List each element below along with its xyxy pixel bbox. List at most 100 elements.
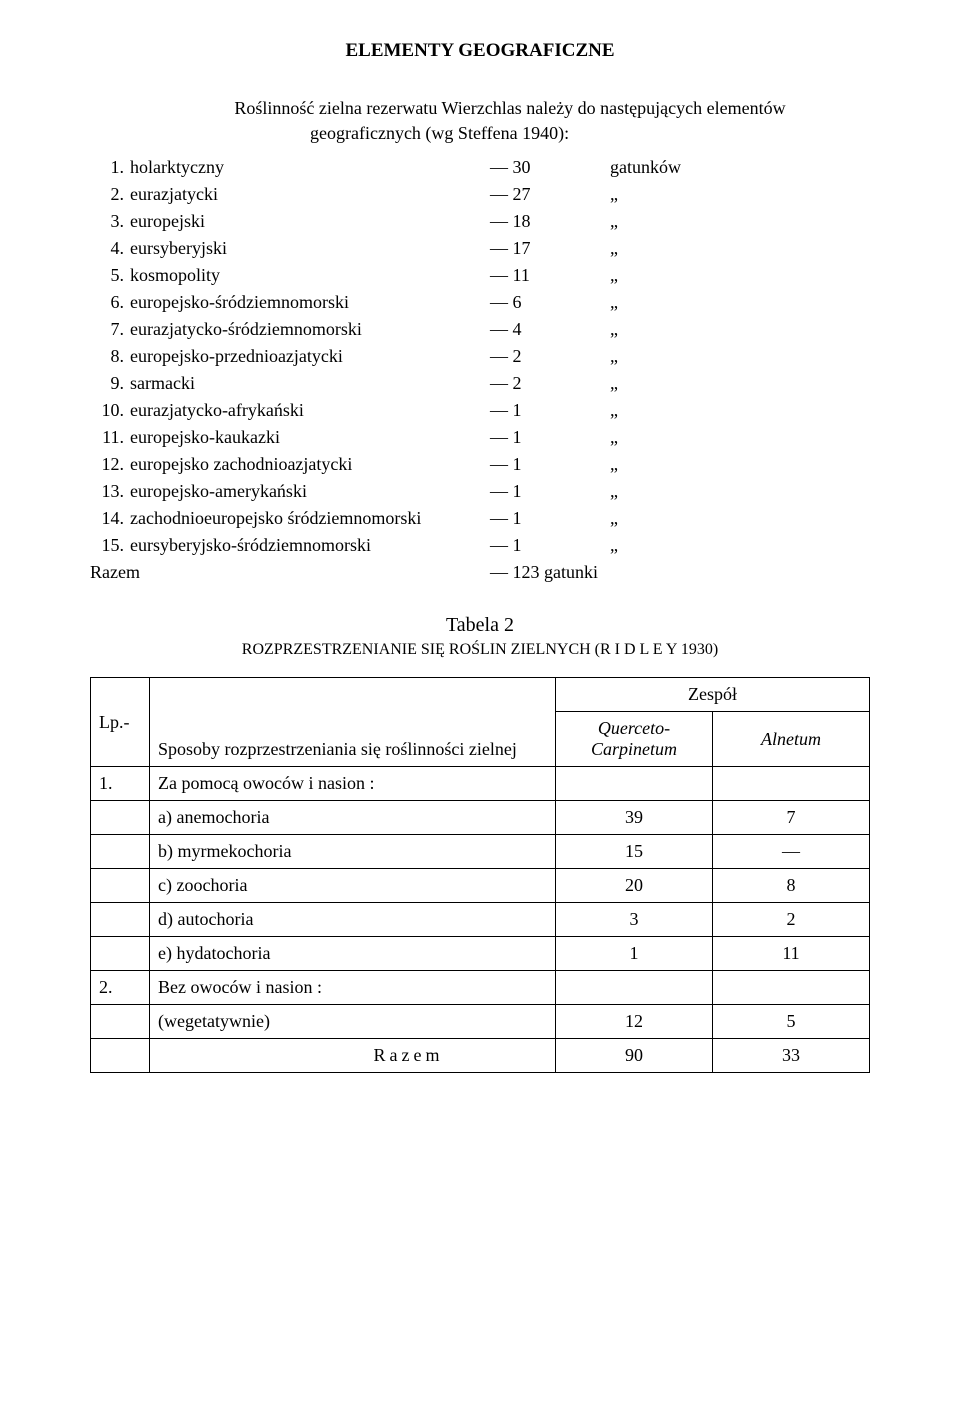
row-al: 2	[713, 903, 870, 937]
item-label: sarmacki	[130, 373, 490, 394]
row-label: a) anemochoria	[150, 801, 556, 835]
list-item: 1. holarktyczny — 30 gatunków	[90, 154, 870, 181]
item-number: 2.	[90, 184, 130, 205]
hdr-alnetum: Alnetum	[713, 712, 870, 767]
list-item: 7. eurazjatycko-śródziemnomorski — 4 „	[90, 316, 870, 343]
document-page: ELEMENTY GEOGRAFICZNE Roślinność zielna …	[0, 0, 960, 1133]
item-label: europejski	[130, 211, 490, 232]
item-unit: „	[610, 319, 690, 340]
sec2-sub: (wegetatywnie)	[150, 1005, 556, 1039]
empty-cell	[91, 937, 150, 971]
row-label: e) hydatochoria	[150, 937, 556, 971]
row-al: —	[713, 835, 870, 869]
razem-qc: 90	[556, 1039, 713, 1073]
empty-cell	[91, 835, 150, 869]
empty-cell	[713, 767, 870, 801]
list-item: 3. europejski — 18 „	[90, 208, 870, 235]
item-number: 15.	[90, 535, 130, 556]
razem-al: 33	[713, 1039, 870, 1073]
table-row: a) anemochoria 39 7	[91, 801, 870, 835]
intro-line-2: geograficznych (wg Steffena 1940):	[90, 123, 870, 144]
item-number: 3.	[90, 211, 130, 232]
razem-label: Razem	[90, 562, 490, 583]
item-unit: „	[610, 238, 690, 259]
item-number: 12.	[90, 454, 130, 475]
main-title: ELEMENTY GEOGRAFICZNE	[90, 40, 870, 62]
item-value: — 1	[490, 535, 610, 556]
list-item: 8. europejsko-przednioazjatycki — 2 „	[90, 343, 870, 370]
item-number: 9.	[90, 373, 130, 394]
empty-cell	[91, 1005, 150, 1039]
item-unit: „	[610, 535, 690, 556]
item-label: europejsko-przednioazjatycki	[130, 346, 490, 367]
empty-cell	[556, 767, 713, 801]
list-item: 5. kosmopolity — 11 „	[90, 262, 870, 289]
item-label: europejsko zachodnioazjatycki	[130, 454, 490, 475]
list-item: 11. europejsko-kaukazki — 1 „	[90, 424, 870, 451]
item-value: — 18	[490, 211, 610, 232]
sec2-label: Bez owoców i nasion :	[150, 971, 556, 1005]
table-row: (wegetatywnie) 12 5	[91, 1005, 870, 1039]
row-al: 5	[713, 1005, 870, 1039]
list-item: 14. zachodnioeuropejsko śródziemnomorski…	[90, 505, 870, 532]
list-item: 15. eursyberyjsko-śródziemnomorski — 1 „	[90, 532, 870, 559]
item-value: — 30	[490, 157, 610, 178]
row-al: 7	[713, 801, 870, 835]
item-number: 7.	[90, 319, 130, 340]
item-value: — 17	[490, 238, 610, 259]
item-unit: „	[610, 265, 690, 286]
item-unit: gatunków	[610, 157, 690, 178]
row-al: 8	[713, 869, 870, 903]
item-label: europejsko-amerykański	[130, 481, 490, 502]
list-item: 4. eursyberyjski — 17 „	[90, 235, 870, 262]
list-item: 6. europejsko-śródziemnomorski — 6 „	[90, 289, 870, 316]
row-qc: 12	[556, 1005, 713, 1039]
list-item: 9. sarmacki — 2 „	[90, 370, 870, 397]
empty-cell	[91, 801, 150, 835]
item-number: 8.	[90, 346, 130, 367]
item-value: — 1	[490, 454, 610, 475]
row-qc: 20	[556, 869, 713, 903]
empty-cell	[91, 903, 150, 937]
table2-header-row: Lp.- Sposoby rozprzestrzeniania się rośl…	[91, 678, 870, 712]
table2-subtitle: ROZPRZESTRZENIANIE SIĘ ROŚLIN ZIELNYCH (…	[90, 641, 870, 659]
item-number: 4.	[90, 238, 130, 259]
razem-label: Razem	[150, 1039, 556, 1073]
table2-title: Tabela 2	[90, 614, 870, 637]
table2: Lp.- Sposoby rozprzestrzeniania się rośl…	[90, 677, 870, 1073]
item-unit: „	[610, 400, 690, 421]
item-unit: „	[610, 184, 690, 205]
item-unit: „	[610, 481, 690, 502]
razem-value: — 123 gatunki	[490, 562, 610, 583]
item-label: eursyberyjski	[130, 238, 490, 259]
list-item: 10. eurazjatycko-afrykański — 1 „	[90, 397, 870, 424]
row-label: b) myrmekochoria	[150, 835, 556, 869]
table-row: e) hydatochoria 1 11	[91, 937, 870, 971]
empty-cell	[91, 869, 150, 903]
item-unit: „	[610, 373, 690, 394]
hdr-qc-1: Querceto-	[598, 718, 670, 738]
intro-line-1: Roślinność zielna rezerwatu Wierzchlas n…	[90, 98, 870, 119]
item-number: 10.	[90, 400, 130, 421]
sec2-num: 2.	[91, 971, 150, 1005]
item-unit: „	[610, 508, 690, 529]
item-label: eurazjatycki	[130, 184, 490, 205]
list-item: 12. europejsko zachodnioazjatycki — 1 „	[90, 451, 870, 478]
item-label: eurazjatycko-afrykański	[130, 400, 490, 421]
item-number: 13.	[90, 481, 130, 502]
item-value: — 2	[490, 346, 610, 367]
item-label: zachodnioeuropejsko śródziemnomorski	[130, 508, 490, 529]
item-value: — 2	[490, 373, 610, 394]
item-label: holarktyczny	[130, 157, 490, 178]
table-row: b) myrmekochoria 15 —	[91, 835, 870, 869]
item-label: eurazjatycko-śródziemnomorski	[130, 319, 490, 340]
item-unit: „	[610, 454, 690, 475]
item-label: europejsko-kaukazki	[130, 427, 490, 448]
empty-cell	[91, 1039, 150, 1073]
item-unit: „	[610, 346, 690, 367]
item-value: — 6	[490, 292, 610, 313]
hdr-lp: Lp.-	[91, 678, 150, 767]
item-label: eursyberyjsko-śródziemnomorski	[130, 535, 490, 556]
intro-line-1-text: Roślinność zielna rezerwatu Wierzchlas n…	[174, 98, 785, 119]
item-value: — 1	[490, 508, 610, 529]
